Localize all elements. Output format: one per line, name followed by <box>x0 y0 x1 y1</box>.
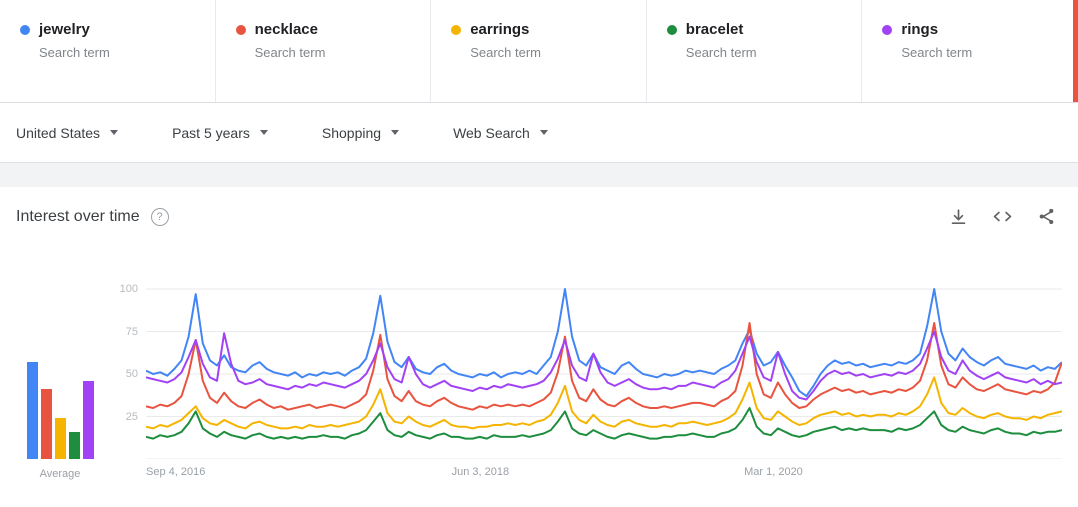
filters-bar: United States Past 5 years Shopping Web … <box>0 103 1078 163</box>
term-card-necklace[interactable]: necklace Search term <box>216 0 432 102</box>
filter-category-label: Shopping <box>321 124 382 141</box>
card-header: Interest over time ? <box>0 187 1078 226</box>
trend-lines-svg <box>146 284 1062 459</box>
term-sublabel: Search term <box>685 45 757 60</box>
y-tick-label: 50 <box>125 368 138 380</box>
y-tick-label: 25 <box>125 410 138 423</box>
term-color-dot <box>451 24 462 35</box>
series-line-rings <box>146 332 1062 400</box>
series-line-bracelet <box>146 408 1062 439</box>
x-axis-labels: Sep 4, 2016 Jun 3, 2018 Mar 1, 2020 <box>146 459 1062 481</box>
add-comparison-card-edge[interactable] <box>1073 0 1078 102</box>
section-gap <box>0 163 1078 187</box>
term-sublabel: Search term <box>470 45 541 60</box>
series-line-necklace <box>146 323 1062 410</box>
x-tick-label: Mar 1, 2020 <box>744 466 803 478</box>
term-card-earrings[interactable]: earrings Search term <box>431 0 647 102</box>
filter-search-type[interactable]: Web Search <box>453 125 548 141</box>
term-sublabel: Search term <box>254 45 326 60</box>
term-label: rings <box>901 21 939 38</box>
series-line-jewelry <box>146 289 1062 396</box>
caret-down-icon <box>259 130 268 135</box>
average-axis-label: Average <box>39 468 81 480</box>
term-card-rings[interactable]: rings Search term <box>862 0 1078 102</box>
term-color-dot <box>666 24 677 35</box>
embed-code-icon <box>993 211 1012 222</box>
average-panel: Average <box>8 284 112 481</box>
term-label: necklace <box>254 21 318 38</box>
filter-time-range-label: Past 5 years <box>172 124 250 141</box>
term-label: bracelet <box>685 21 744 38</box>
share-button[interactable] <box>1037 207 1056 226</box>
average-bar-chart <box>8 284 112 459</box>
plot-column: Sep 4, 2016 Jun 3, 2018 Mar 1, 2020 <box>146 284 1062 481</box>
filter-category[interactable]: Shopping <box>321 124 400 141</box>
filter-geo-label: United States <box>16 124 101 141</box>
y-tick-label: 75 <box>125 325 138 338</box>
download-button[interactable] <box>949 207 968 226</box>
help-icon[interactable]: ? <box>150 207 169 226</box>
y-axis-labels: 25 50 75 100 <box>112 283 146 459</box>
filter-time-range[interactable]: Past 5 years <box>172 125 268 141</box>
trend-plot-area <box>146 284 1062 459</box>
series-line-earrings <box>146 377 1062 428</box>
caret-down-icon <box>110 130 119 135</box>
term-color-dot <box>235 24 246 35</box>
card-actions <box>949 207 1056 226</box>
term-sublabel: Search term <box>39 45 110 60</box>
average-bar-necklace <box>40 389 52 459</box>
average-bar-rings <box>82 380 94 459</box>
x-tick-label: Jun 3, 2018 <box>451 466 510 478</box>
caret-down-icon <box>539 130 548 135</box>
interest-chart: Average 25 50 75 100 Sep 4, 2016 Jun 3, 2018… <box>0 283 1078 481</box>
term-color-dot <box>20 24 30 35</box>
share-icon <box>1039 208 1054 225</box>
filter-geo[interactable]: United States <box>16 124 119 141</box>
term-color-dot <box>882 24 893 35</box>
interest-over-time-card: Interest over time ? <box>0 187 1078 507</box>
term-label: earrings <box>470 21 530 38</box>
term-sublabel: Search term <box>901 45 973 60</box>
x-tick-label: Sep 4, 2016 <box>146 466 206 478</box>
filter-search-type-label: Web Search <box>453 124 530 141</box>
caret-down-icon <box>391 130 400 135</box>
term-card-jewelry[interactable]: jewelry Search term <box>0 0 216 102</box>
comparison-terms-bar: jewelry Search term necklace Search term… <box>0 0 1078 103</box>
card-title: Interest over time <box>16 207 140 225</box>
average-bar-jewelry <box>26 362 38 459</box>
term-label: jewelry <box>39 21 90 38</box>
term-card-bracelet[interactable]: bracelet Search term <box>647 0 863 102</box>
average-bar-bracelet <box>68 431 80 459</box>
y-tick-label: 100 <box>119 283 138 295</box>
average-bar-earrings <box>54 418 66 459</box>
download-icon <box>951 209 966 225</box>
embed-button[interactable] <box>992 207 1013 226</box>
